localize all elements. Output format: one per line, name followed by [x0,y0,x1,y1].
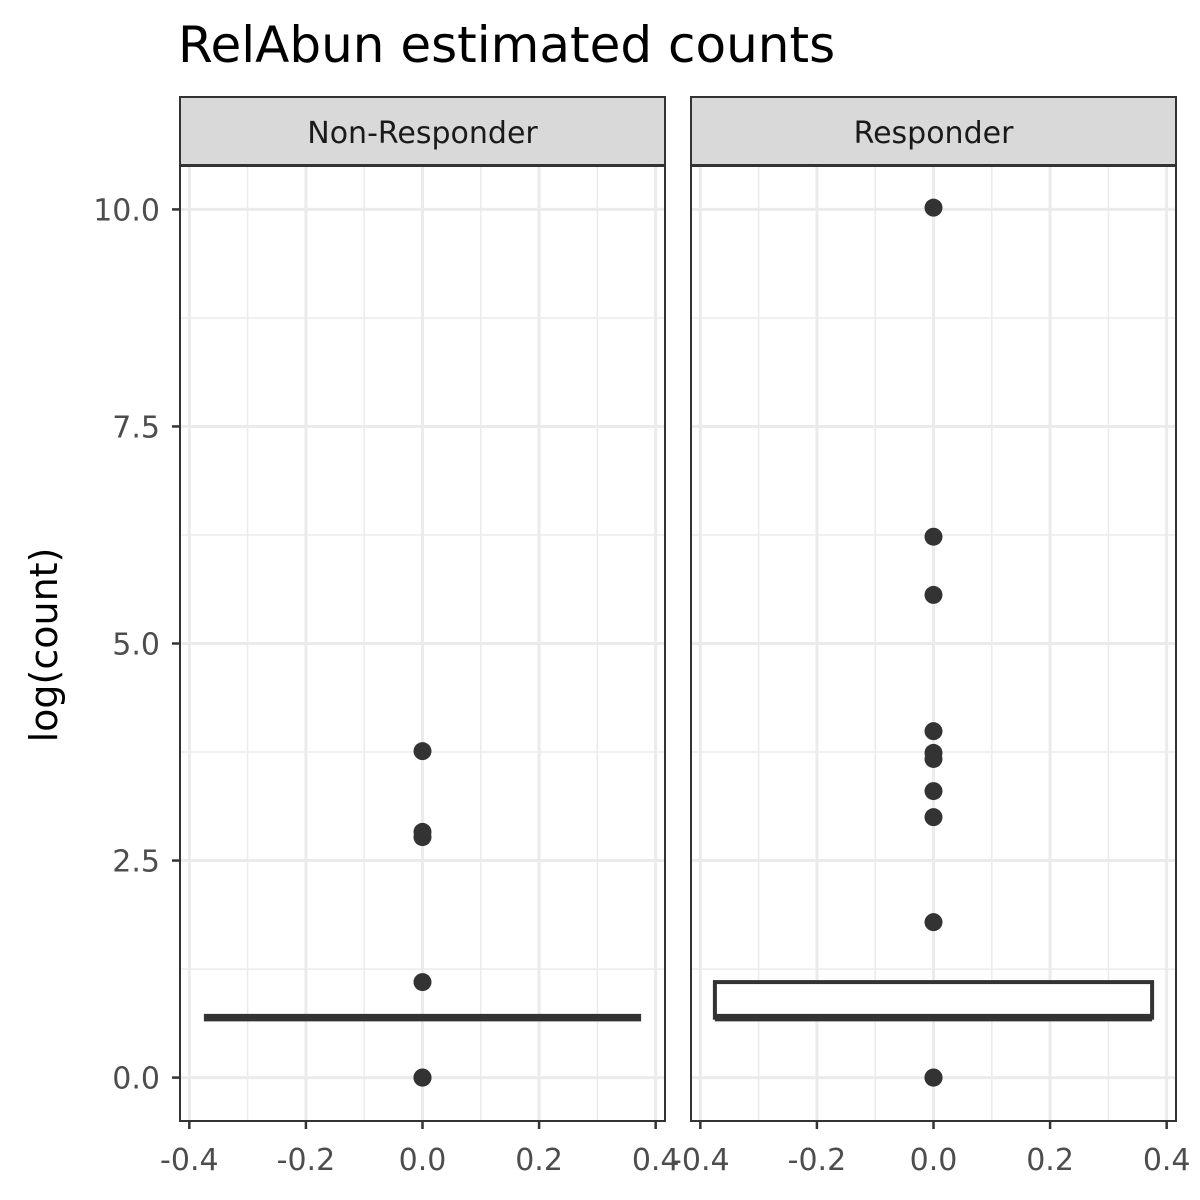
outlier-point [413,742,432,761]
facet-strip-label: Responder [854,116,1014,151]
outlier-point [924,913,943,932]
x-tick-label: -0.2 [277,1143,336,1178]
outlier-point [924,1068,943,1087]
outlier-point [924,722,943,741]
facet-strip [179,96,666,166]
y-tick-label: 5.0 [112,628,160,663]
outlier-point [924,782,943,801]
y-tick-label: 0.0 [112,1062,160,1097]
outlier-point [924,585,943,604]
chart-title: RelAbun estimated counts [178,16,835,74]
outlier-point [413,973,432,992]
outlier-point [924,198,943,217]
y-axis-label: log(count) [22,548,66,743]
facet-strip-label: Non-Responder [307,116,538,151]
x-tick-label: 0.2 [1026,1143,1074,1178]
x-tick-label: 0.4 [1143,1143,1191,1178]
facet-strip [690,96,1177,166]
outlier-point [924,808,943,827]
outlier-point [924,527,943,546]
outlier-point [924,749,943,768]
x-tick-label: -0.2 [788,1143,847,1178]
y-tick-label: 7.5 [112,410,160,445]
plot-area: 0.0 2.5 5.0 7.5 10.0 Non-Responder -0.4 -0.2 0.0… [93,96,1191,1178]
box-iqr [712,980,1155,1020]
y-tick-label: 10.0 [93,193,160,228]
facet-panel-responder: Responder -0.4 -0.2 0.0 0.2 0.4 [671,96,1191,1178]
y-tick-label: 2.5 [112,845,160,880]
outlier-point [413,1068,432,1087]
x-tick-label: 0.4 [632,1143,680,1178]
x-tick-label: -0.4 [160,1143,219,1178]
outlier-point [413,828,432,847]
x-tick-label: 0.2 [515,1143,563,1178]
x-tick-label: 0.0 [910,1143,958,1178]
facet-panel-non-responder: Non-Responder -0.4 -0.2 0.0 0.2 0.4 [160,96,680,1178]
x-tick-label: 0.0 [399,1143,447,1178]
x-tick-label: -0.4 [671,1143,730,1178]
